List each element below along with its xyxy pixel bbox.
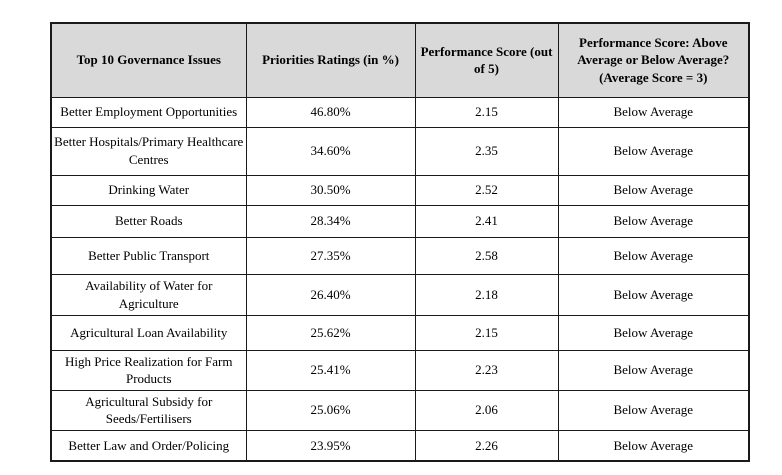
priority-rating-cell: 23.95% — [245, 429, 416, 462]
table-row: Better Law and Order/Policing 23.95% 2.2… — [50, 429, 750, 462]
priority-rating-cell: 34.60% — [245, 126, 416, 176]
column-header-priorities-ratings: Priorities Ratings (in %) — [245, 22, 416, 98]
issue-cell: Better Employment Opportunities — [50, 96, 247, 128]
governance-issues-table: Top 10 Governance Issues Priorities Rati… — [50, 22, 750, 463]
issue-cell: Agricultural Loan Availability — [50, 314, 247, 351]
verdict-cell: Below Average — [557, 204, 750, 238]
verdict-cell: Below Average — [557, 314, 750, 351]
verdict-cell: Below Average — [557, 349, 750, 391]
table-body: Better Employment Opportunities 46.80% 2… — [50, 96, 750, 462]
issue-cell: Better Public Transport — [50, 236, 247, 275]
priority-rating-cell: 26.40% — [245, 273, 416, 316]
verdict-cell: Below Average — [557, 96, 750, 128]
performance-score-cell: 2.52 — [414, 174, 559, 206]
column-header-above-below-average: Performance Score: Above Average or Belo… — [557, 22, 750, 98]
issue-cell: Drinking Water — [50, 174, 247, 206]
verdict-cell: Below Average — [557, 174, 750, 206]
performance-score-cell: 2.35 — [414, 126, 559, 176]
issue-cell: Better Hospitals/Primary Healthcare Cent… — [50, 126, 247, 176]
verdict-cell: Below Average — [557, 429, 750, 462]
performance-score-cell: 2.18 — [414, 273, 559, 316]
column-header-governance-issues: Top 10 Governance Issues — [50, 22, 247, 98]
issue-cell: Better Law and Order/Policing — [50, 429, 247, 462]
verdict-cell: Below Average — [557, 273, 750, 316]
performance-score-cell: 2.15 — [414, 96, 559, 128]
verdict-cell: Below Average — [557, 126, 750, 176]
performance-score-cell: 2.26 — [414, 429, 559, 462]
table-row: Agricultural Subsidy for Seeds/Fertilise… — [50, 389, 750, 431]
table-row: High Price Realization for Farm Products… — [50, 349, 750, 391]
table-row: Better Hospitals/Primary Healthcare Cent… — [50, 126, 750, 176]
table-row: Availability of Water for Agriculture 26… — [50, 273, 750, 316]
performance-score-cell: 2.58 — [414, 236, 559, 275]
priority-rating-cell: 25.06% — [245, 389, 416, 431]
performance-score-cell: 2.41 — [414, 204, 559, 238]
verdict-cell: Below Average — [557, 389, 750, 431]
priority-rating-cell: 30.50% — [245, 174, 416, 206]
priority-rating-cell: 25.62% — [245, 314, 416, 351]
priority-rating-cell: 27.35% — [245, 236, 416, 275]
table-row: Better Public Transport 27.35% 2.58 Belo… — [50, 236, 750, 275]
table-row: Agricultural Loan Availability 25.62% 2.… — [50, 314, 750, 351]
header-row: Top 10 Governance Issues Priorities Rati… — [50, 22, 750, 98]
table-row: Better Roads 28.34% 2.41 Below Average — [50, 204, 750, 238]
issue-cell: Better Roads — [50, 204, 247, 238]
table-row: Better Employment Opportunities 46.80% 2… — [50, 96, 750, 128]
priority-rating-cell: 28.34% — [245, 204, 416, 238]
table-row: Drinking Water 30.50% 2.52 Below Average — [50, 174, 750, 206]
priority-rating-cell: 46.80% — [245, 96, 416, 128]
issue-cell: High Price Realization for Farm Products — [50, 349, 247, 391]
performance-score-cell: 2.15 — [414, 314, 559, 351]
performance-score-cell: 2.23 — [414, 349, 559, 391]
issue-cell: Availability of Water for Agriculture — [50, 273, 247, 316]
column-header-performance-score: Performance Score (out of 5) — [414, 22, 559, 98]
issue-cell: Agricultural Subsidy for Seeds/Fertilise… — [50, 389, 247, 431]
performance-score-cell: 2.06 — [414, 389, 559, 431]
verdict-cell: Below Average — [557, 236, 750, 275]
priority-rating-cell: 25.41% — [245, 349, 416, 391]
